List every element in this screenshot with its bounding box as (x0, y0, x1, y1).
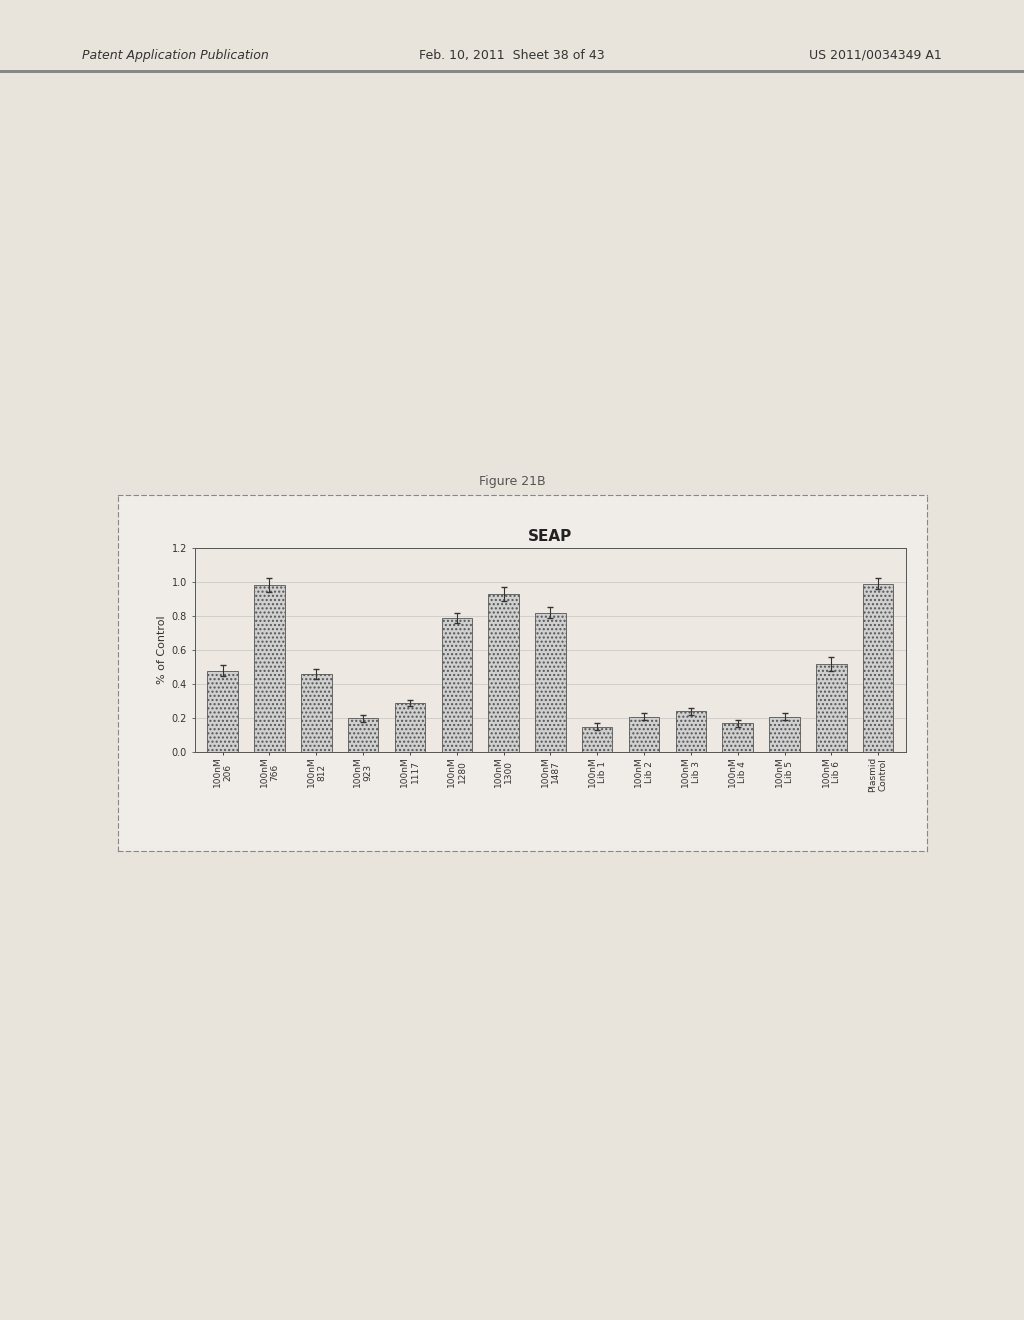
Bar (488, 594, 519, 752)
Bar (769, 717, 800, 752)
Text: Figure 21B: Figure 21B (478, 475, 546, 488)
Bar (816, 664, 847, 752)
Bar (582, 727, 612, 752)
Bar (676, 711, 707, 752)
Text: Patent Application Publication: Patent Application Publication (82, 49, 268, 62)
Bar (348, 718, 378, 752)
Bar (394, 704, 425, 752)
Bar (441, 618, 472, 752)
Bar (301, 675, 332, 752)
Bar (723, 723, 753, 752)
Bar (208, 671, 238, 752)
Title: SEAP: SEAP (528, 529, 572, 544)
Bar (254, 585, 285, 752)
Bar (863, 583, 893, 752)
Bar (536, 612, 565, 752)
Text: US 2011/0034349 A1: US 2011/0034349 A1 (809, 49, 942, 62)
Bar (629, 717, 659, 752)
Text: Feb. 10, 2011  Sheet 38 of 43: Feb. 10, 2011 Sheet 38 of 43 (419, 49, 605, 62)
Y-axis label: % of Control: % of Control (158, 616, 167, 684)
